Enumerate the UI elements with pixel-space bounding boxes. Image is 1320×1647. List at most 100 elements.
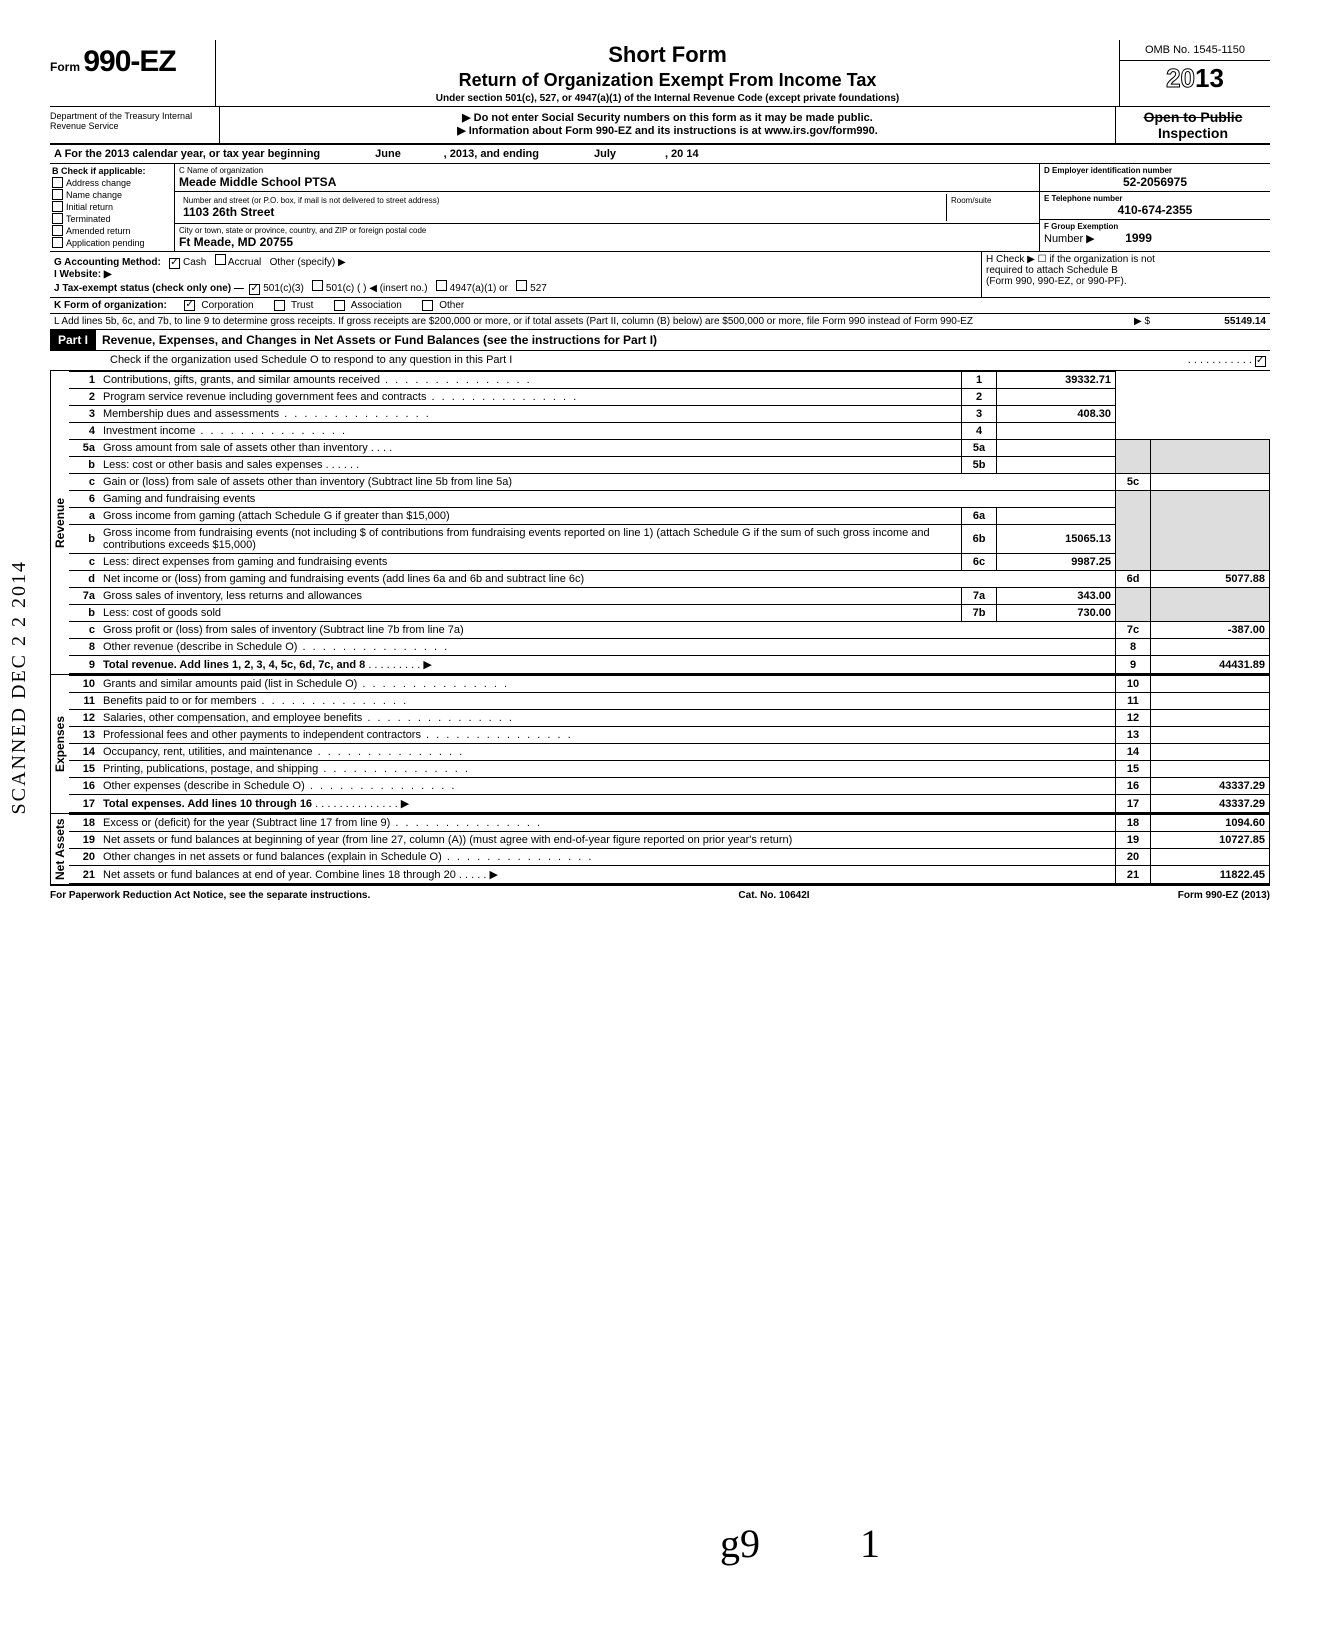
org-name: Meade Middle School PTSA bbox=[179, 175, 336, 189]
chk-accrual[interactable] bbox=[215, 254, 226, 265]
line-13: 13Professional fees and other payments t… bbox=[69, 727, 1270, 744]
phone-cell: E Telephone number 410-674-2355 bbox=[1040, 192, 1270, 220]
form-prefix: Form bbox=[50, 60, 80, 74]
chk-amended[interactable]: Amended return bbox=[52, 225, 172, 236]
side-net: Net Assets bbox=[50, 814, 69, 884]
handwrite-2: 1 bbox=[860, 1520, 880, 1567]
line-2: 2Program service revenue including gover… bbox=[69, 389, 1270, 406]
line-9: 9Total revenue. Add lines 1, 2, 3, 4, 5c… bbox=[69, 656, 1270, 674]
line-8: 8Other revenue (describe in Schedule O)8 bbox=[69, 639, 1270, 656]
chk-schedule-o[interactable] bbox=[1255, 356, 1266, 367]
line-19: 19Net assets or fund balances at beginni… bbox=[69, 832, 1270, 849]
l-text: L Add lines 5b, 6c, and 7b, to line 9 to… bbox=[54, 316, 1128, 327]
chk-trust[interactable] bbox=[274, 300, 285, 311]
tax-year: 2013 bbox=[1120, 61, 1270, 94]
chk-pending[interactable]: Application pending bbox=[52, 237, 172, 248]
line-15: 15Printing, publications, postage, and s… bbox=[69, 761, 1270, 778]
street: 1103 26th Street bbox=[183, 205, 274, 219]
street-cell: Number and street (or P.O. box, if mail … bbox=[175, 192, 1039, 224]
row-a-mid: , 2013, and ending bbox=[444, 148, 539, 160]
chk-501c[interactable] bbox=[312, 280, 323, 291]
chk-initial[interactable]: Initial return bbox=[52, 201, 172, 212]
part1-header: Part I Revenue, Expenses, and Changes in… bbox=[50, 330, 1270, 351]
line-11: 11Benefits paid to or for members11 bbox=[69, 693, 1270, 710]
row-a: A For the 2013 calendar year, or tax yea… bbox=[50, 145, 1270, 164]
line-7b: bLess: cost of goods sold7b730.00 bbox=[69, 605, 1270, 622]
chk-other[interactable] bbox=[422, 300, 433, 311]
g-label: G Accounting Method: bbox=[54, 257, 161, 268]
room-box: Room/suite bbox=[947, 194, 1035, 221]
notice-box: ▶ Do not enter Social Security numbers o… bbox=[220, 107, 1115, 143]
h-label3: (Form 990, 990-EZ, or 990-PF). bbox=[986, 276, 1266, 287]
k-label: K Form of organization: bbox=[54, 300, 167, 311]
main-title: Return of Organization Exempt From Incom… bbox=[222, 70, 1113, 91]
phone: 410-674-2355 bbox=[1044, 203, 1266, 217]
footer-right: Form 990-EZ (2013) bbox=[1178, 890, 1270, 901]
city-label: City or town, state or province, country… bbox=[179, 226, 1035, 235]
org-name-label: C Name of organization bbox=[179, 166, 1035, 175]
col-d: D Employer identification number 52-2056… bbox=[1040, 164, 1270, 251]
line-21: 21Net assets or fund balances at end of … bbox=[69, 866, 1270, 884]
line-6: 6Gaming and fundraising events bbox=[69, 491, 1270, 508]
revenue-table: 1Contributions, gifts, grants, and simil… bbox=[69, 371, 1270, 674]
city: Ft Meade, MD 20755 bbox=[179, 235, 293, 249]
line-7a: 7aGross sales of inventory, less returns… bbox=[69, 588, 1270, 605]
j-label: J Tax-exempt status (check only one) — bbox=[54, 283, 244, 294]
line-6a: aGross income from gaming (attach Schedu… bbox=[69, 508, 1270, 525]
ein: 52-2056975 bbox=[1044, 175, 1266, 189]
chk-address[interactable]: Address change bbox=[52, 177, 172, 188]
line-6c: cLess: direct expenses from gaming and f… bbox=[69, 554, 1270, 571]
chk-corp[interactable] bbox=[184, 300, 195, 311]
omb-number: OMB No. 1545-1150 bbox=[1120, 40, 1270, 61]
open-to-public: Open to Public bbox=[1118, 109, 1268, 125]
b-label: B Check if applicable: bbox=[52, 166, 172, 176]
subtitle: Under section 501(c), 527, or 4947(a)(1)… bbox=[222, 93, 1113, 104]
chk-terminated[interactable]: Terminated bbox=[52, 213, 172, 224]
chk-name[interactable]: Name change bbox=[52, 189, 172, 200]
row-a-label: A For the 2013 calendar year, or tax yea… bbox=[54, 148, 320, 160]
line-5b: bLess: cost or other basis and sales exp… bbox=[69, 457, 1270, 474]
street-label: Number and street (or P.O. box, if mail … bbox=[183, 196, 942, 205]
line-16: 16Other expenses (describe in Schedule O… bbox=[69, 778, 1270, 795]
part1-title: Revenue, Expenses, and Changes in Net As… bbox=[96, 330, 1270, 350]
scanned-stamp: SCANNED DEC 2 2 2014 bbox=[8, 560, 31, 814]
expenses-section: Expenses 10Grants and similar amounts pa… bbox=[50, 675, 1270, 814]
footer-left: For Paperwork Reduction Act Notice, see … bbox=[50, 890, 370, 901]
col-b: B Check if applicable: Address change Na… bbox=[50, 164, 175, 251]
form-number-big: 990-EZ bbox=[83, 45, 175, 78]
row-j: J Tax-exempt status (check only one) — 5… bbox=[54, 280, 977, 295]
inspection-box: Open to Public Inspection bbox=[1115, 107, 1270, 143]
footer: For Paperwork Reduction Act Notice, see … bbox=[50, 886, 1270, 901]
chk-501c3[interactable] bbox=[249, 284, 260, 295]
line-6d: dNet income or (loss) from gaming and fu… bbox=[69, 571, 1270, 588]
line-20: 20Other changes in net assets or fund ba… bbox=[69, 849, 1270, 866]
omb-box: OMB No. 1545-1150 2013 bbox=[1119, 40, 1270, 106]
row-k: K Form of organization: Corporation Trus… bbox=[50, 298, 1270, 314]
side-expenses: Expenses bbox=[50, 675, 69, 813]
row-g: G Accounting Method: Cash Accrual Other … bbox=[54, 254, 977, 269]
line-5a: 5aGross amount from sale of assets other… bbox=[69, 440, 1270, 457]
line-17: 17Total expenses. Add lines 10 through 1… bbox=[69, 795, 1270, 813]
notice-1: ▶ Do not enter Social Security numbers o… bbox=[224, 111, 1111, 124]
department-box: Department of the Treasury Internal Reve… bbox=[50, 107, 220, 143]
city-cell: City or town, state or province, country… bbox=[175, 224, 1039, 251]
line-5c: cGain or (loss) from sale of assets othe… bbox=[69, 474, 1270, 491]
ein-cell: D Employer identification number 52-2056… bbox=[1040, 164, 1270, 192]
chk-527[interactable] bbox=[516, 280, 527, 291]
chk-assoc[interactable] bbox=[334, 300, 345, 311]
chk-4947[interactable] bbox=[436, 280, 447, 291]
l-arrow: ▶ $ bbox=[1134, 316, 1150, 327]
part1-check-text: Check if the organization used Schedule … bbox=[110, 354, 512, 367]
group-cell: F Group Exemption Number ▶ 1999 bbox=[1040, 220, 1270, 247]
line-3: 3Membership dues and assessments3408.30 bbox=[69, 406, 1270, 423]
ein-label: D Employer identification number bbox=[1044, 166, 1266, 175]
part1-check-row: Check if the organization used Schedule … bbox=[50, 351, 1270, 371]
second-header-row: Department of the Treasury Internal Reve… bbox=[50, 107, 1270, 145]
form-header-row: Form 990-EZ Short Form Return of Organiz… bbox=[50, 40, 1270, 107]
chk-cash[interactable] bbox=[169, 258, 180, 269]
line-12: 12Salaries, other compensation, and empl… bbox=[69, 710, 1270, 727]
inspection-label: Inspection bbox=[1118, 125, 1268, 141]
side-revenue: Revenue bbox=[50, 371, 69, 674]
row-a-end-month: July bbox=[594, 148, 616, 160]
g-other: Other (specify) ▶ bbox=[270, 257, 346, 268]
